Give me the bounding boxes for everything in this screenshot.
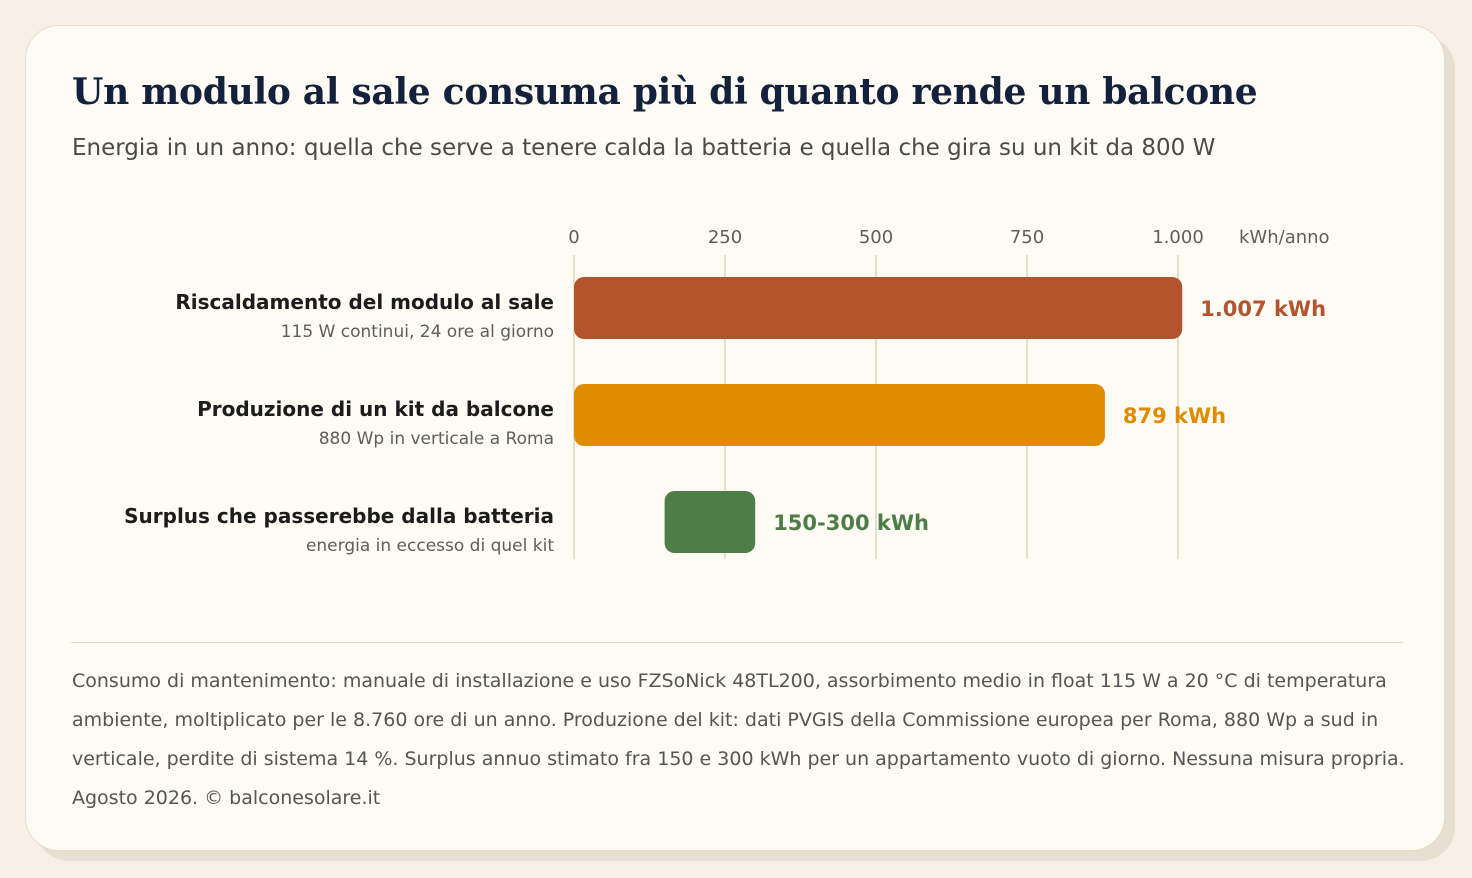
source-note: Consumo di mantenimento: manuale di inst… xyxy=(72,670,1405,809)
category-sublabel-0: 115 W continui, 24 ore al giorno xyxy=(281,322,554,342)
bar-1 xyxy=(574,384,1105,446)
category-label-2: Surplus che passerebbe dalla batteria xyxy=(124,504,554,528)
category-label-0: Riscaldamento del modulo al sale xyxy=(175,290,554,314)
bar-chart: 0 250 500 750 1.000 kWh/anno Riscaldamento del… xyxy=(124,227,1330,559)
x-tick-label-4: 1.000 xyxy=(1152,227,1204,248)
chart-title: Un modulo al sale consuma più di quanto … xyxy=(72,71,1258,113)
x-unit-label: kWh/anno xyxy=(1239,227,1330,248)
value-label-0: 1.007 kWh xyxy=(1200,297,1326,321)
x-tick-label-3: 750 xyxy=(1010,227,1044,248)
category-sublabel-2: energia in eccesso di quel kit xyxy=(306,536,554,556)
x-tick-label-0: 0 xyxy=(568,227,579,248)
category-label-1: Produzione di un kit da balcone xyxy=(197,397,554,421)
bar-0 xyxy=(574,277,1183,339)
x-tick-label-2: 500 xyxy=(859,227,893,248)
footer-divider xyxy=(71,642,1403,643)
bar-2 xyxy=(664,491,756,553)
x-tick-label-1: 250 xyxy=(708,227,742,248)
category-sublabel-1: 880 Wp in verticale a Roma xyxy=(319,429,554,449)
chart-card: Un modulo al sale consuma più di quanto … xyxy=(25,25,1445,851)
value-label-1: 879 kWh xyxy=(1123,404,1226,428)
value-label-2: 150-300 kWh xyxy=(773,511,929,535)
chart-subtitle: Energia in un anno: quella che serve a t… xyxy=(72,135,1216,161)
